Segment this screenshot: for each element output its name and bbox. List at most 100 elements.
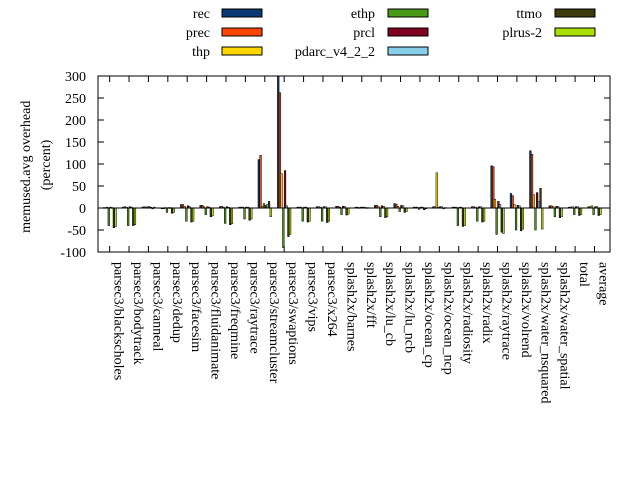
bar-pdarc-v4-2-2-splash2x-water-nsquared — [537, 201, 540, 209]
bar-ethp-splash2x-radiosity — [456, 207, 459, 226]
category-label-average: average — [596, 262, 611, 306]
bar-plrus-2-splash2x-lu-cb — [385, 207, 389, 218]
category-label-parsec3-freqmine: parsec3/freqmine — [227, 262, 242, 359]
bar-rec-parsec3-swaptions — [277, 75, 280, 209]
bar-plrus-2-splash2x-raytrace — [502, 207, 505, 234]
bar-thp-splash2x-raytrace — [493, 198, 497, 209]
bar-ttmo-parsec3-streamcluster — [267, 201, 271, 209]
legend: rec prec thp ethp prcl pdarc_v4_2_2 ttmo plrus-… — [186, 7, 596, 60]
bar-ethp-splash2x-raytrace — [495, 207, 498, 235]
legend-label-prcl: prcl — [353, 26, 375, 41]
category-label-parsec3-canneal: parsec3/canneal — [149, 262, 164, 351]
bar-ethp-parsec3-facesim — [185, 207, 188, 222]
bar-rec-parsec3-streamcluster — [257, 159, 260, 209]
bar-prec-splash2x-volrend — [511, 195, 514, 209]
bar-plrus-2-parsec3-raytrace — [250, 207, 253, 220]
category-label-parsec3-fluidanimate: parsec3/fluidanimate — [208, 262, 223, 379]
y-tick-label: 50 — [72, 180, 86, 195]
category-label-splash2x-radiosity: splash2x/radiosity — [460, 262, 475, 364]
bar-pdarc-v4-2-2-splash2x-raytrace — [498, 204, 502, 209]
bars — [102, 75, 602, 248]
bar-plrus-2-parsec3-bodytrack — [133, 207, 137, 225]
bar-plrus-2-parsec3-facesim — [192, 207, 195, 222]
category-label-parsec3-dedup: parsec3/dedup — [169, 262, 184, 343]
y-tick-label: 100 — [65, 158, 86, 173]
legend-label-pdarc-v4-2-2: pdarc_v4_2_2 — [295, 45, 375, 60]
y-tick-label: 250 — [65, 92, 86, 107]
legend-label-ethp: ethp — [351, 7, 375, 22]
y-tick-label: 0 — [79, 202, 86, 217]
bar-thp-splash2x-ocean-ncp — [435, 172, 438, 209]
bar-prcl-splash2x-water-nsquared — [536, 192, 539, 209]
bar-ethp-parsec3-x264 — [321, 207, 324, 222]
category-label-splash2x-lu-ncb: splash2x/lu_ncb — [402, 262, 417, 353]
bar-ttmo-splash2x-water-spatial — [558, 207, 562, 218]
bar-prec-splash2x-water-nsquared — [530, 154, 534, 209]
bar-ethp-parsec3-dedup — [165, 207, 169, 213]
bar-plrus-2-parsec3-blackscholes — [114, 207, 117, 227]
bar-ttmo-parsec3-vips — [306, 207, 309, 223]
bar-plrus-2-total — [579, 207, 583, 215]
category-label-splash2x-water-spatial: splash2x/water_spatial — [557, 262, 572, 390]
bar-ethp-parsec3-streamcluster — [262, 203, 266, 209]
category-label-parsec3-streamcluster: parsec3/streamcluster — [266, 262, 281, 384]
bar-ethp-parsec3-fluidanimate — [204, 207, 207, 215]
bar-ttmo-splash2x-lu-ncb — [403, 207, 406, 213]
y-tick-label: 300 — [65, 70, 86, 85]
category-label-splash2x-barnes: splash2x/barnes — [343, 262, 358, 351]
legend-swatch-rec — [221, 8, 263, 18]
legend-swatch-pdarc-v4-2-2 — [387, 46, 429, 56]
category-label-splash2x-water-nsquared: splash2x/water_nsquared — [537, 262, 552, 404]
y-tick-label: 200 — [65, 114, 86, 129]
bar-plrus-2-parsec3-dedup — [172, 207, 175, 213]
category-label-splash2x-raytrace: splash2x/raytrace — [499, 262, 514, 360]
bar-ttmo-parsec3-bodytrack — [132, 207, 135, 226]
legend-swatch-plrus-2 — [554, 27, 596, 37]
bar-ethp-splash2x-barnes — [340, 207, 343, 215]
bar-pdarc-v4-2-2-parsec3-streamcluster — [266, 204, 269, 209]
bar-ethp-parsec3-raytrace — [243, 207, 246, 220]
bar-plrus-2-splash2x-water-spatial — [560, 207, 563, 218]
bar-prec-parsec3-facesim — [181, 204, 185, 209]
bar-plrus-2-parsec3-x264 — [327, 207, 331, 222]
bar-ethp-splash2x-water-nsquared — [534, 207, 537, 231]
bar-ethp-splash2x-radix — [476, 207, 479, 222]
legend-swatch-prec — [221, 27, 263, 37]
legend-label-plrus-2: plrus-2 — [502, 26, 542, 41]
bar-ethp-parsec3-vips — [301, 207, 304, 222]
bar-ethp-parsec3-blackscholes — [107, 207, 110, 226]
bar-prec-parsec3-swaptions — [278, 92, 282, 209]
bar-ethp-splash2x-volrend — [514, 207, 518, 231]
bar-ttmo-splash2x-radiosity — [461, 207, 465, 227]
bar-ttmo-parsec3-freqmine — [229, 207, 232, 225]
legend-swatch-ttmo — [554, 8, 596, 18]
category-label-splash2x-ocean-ncp: splash2x/ocean_ncp — [440, 262, 455, 375]
y-tick-label: 150 — [65, 136, 86, 151]
bar-prec-parsec3-streamcluster — [259, 154, 262, 209]
bar-ethp-parsec3-bodytrack — [127, 207, 130, 226]
bar-plrus-2-average — [599, 207, 602, 215]
category-label-parsec3-swaptions: parsec3/swaptions — [285, 262, 300, 365]
bar-rec-splash2x-volrend — [509, 193, 513, 209]
bar-plrus-2-splash2x-water-nsquared — [541, 207, 544, 230]
bar-ttmo-parsec3-x264 — [326, 207, 329, 223]
bar-ethp-total — [573, 207, 576, 215]
bar-plrus-2-parsec3-fluidanimate — [211, 207, 214, 217]
bar-thp-splash2x-volrend — [513, 204, 516, 209]
category-label-splash2x-volrend: splash2x/volrend — [518, 262, 533, 358]
bar-ttmo-splash2x-raytrace — [500, 207, 503, 233]
bar-thp-splash2x-water-nsquared — [532, 194, 535, 209]
category-labels: parsec3/blackscholes parsec3/bodytrack par… — [111, 262, 611, 404]
ticks: -100 -50 0 50 100 150 200 250 300 — [60, 70, 610, 261]
category-label-splash2x-ocean-cp: splash2x/ocean_cp — [421, 262, 436, 368]
category-label-parsec3-blackscholes: parsec3/blackscholes — [111, 262, 126, 380]
y-tick-label: -100 — [60, 246, 86, 261]
bar-plrus-2-parsec3-swaptions — [289, 207, 292, 235]
bar-plrus-2-splash2x-lu-ncb — [405, 207, 408, 212]
bar-ttmo-splash2x-volrend — [520, 207, 523, 232]
bar-ttmo-parsec3-fluidanimate — [209, 207, 212, 218]
category-label-parsec3-vips: parsec3/vips — [305, 262, 320, 332]
bar-ethp-parsec3-freqmine — [224, 207, 227, 224]
bar-ethp-splash2x-lu-ncb — [398, 207, 401, 212]
